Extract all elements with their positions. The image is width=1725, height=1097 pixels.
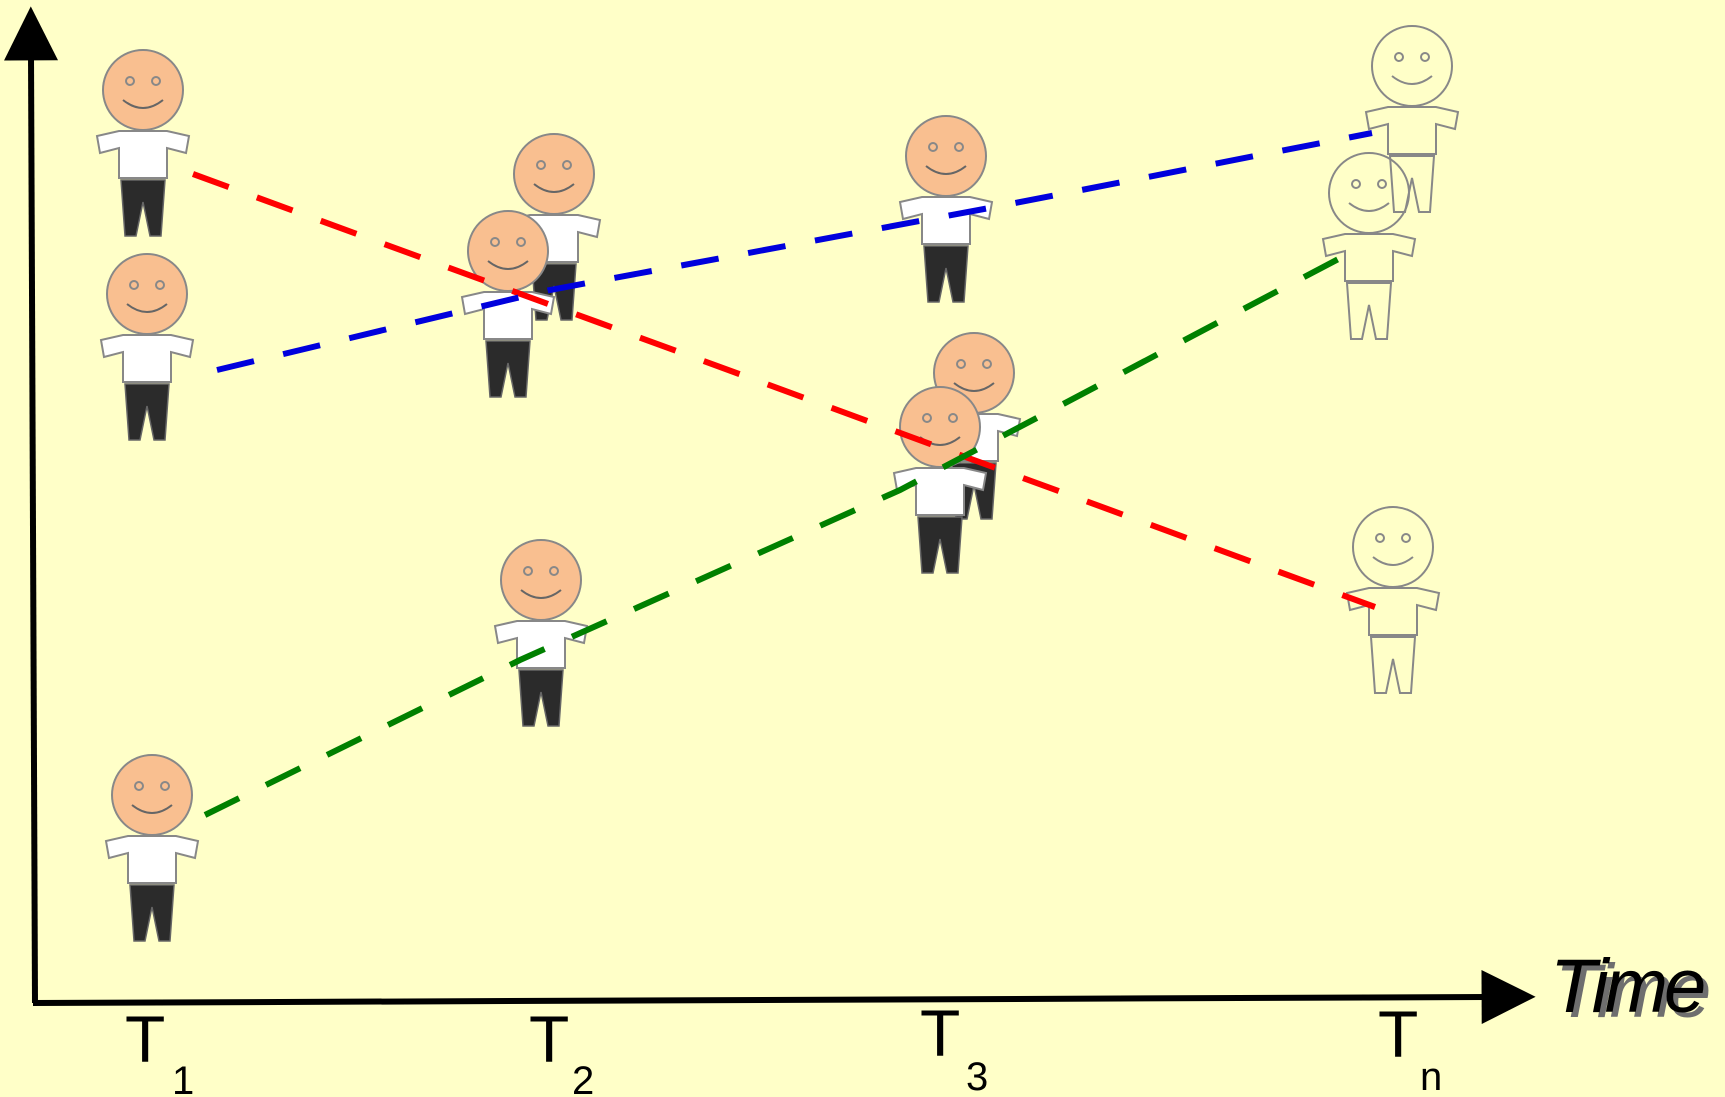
tick-label-t2: T (529, 1002, 569, 1076)
x-axis-label-shadow: Time (1555, 949, 1709, 1034)
tick-sub-tn: n (1420, 1055, 1442, 1097)
tick-sub-t1: 1 (172, 1059, 194, 1097)
tick-label-tn: T (1378, 997, 1418, 1071)
track-blue (216, 130, 1373, 373)
tick-label-t3: T (920, 996, 960, 1070)
x-axis-label: Time (1550, 944, 1704, 1029)
person-t1-c (105, 754, 199, 942)
person-tn-b (1322, 152, 1416, 340)
person-tn-a (1365, 25, 1459, 213)
tick-label-t1: T (125, 1002, 165, 1076)
track-red (191, 171, 1377, 610)
y-axis (4, 6, 59, 1004)
x-axis (32, 970, 1536, 1025)
person-t1-b (100, 253, 194, 441)
track-green (203, 252, 1348, 818)
tick-sub-t2: 2 (572, 1059, 594, 1097)
tick-sub-t3: 3 (966, 1055, 988, 1097)
person-t3-c (893, 386, 987, 574)
person-t1-a (96, 49, 190, 237)
